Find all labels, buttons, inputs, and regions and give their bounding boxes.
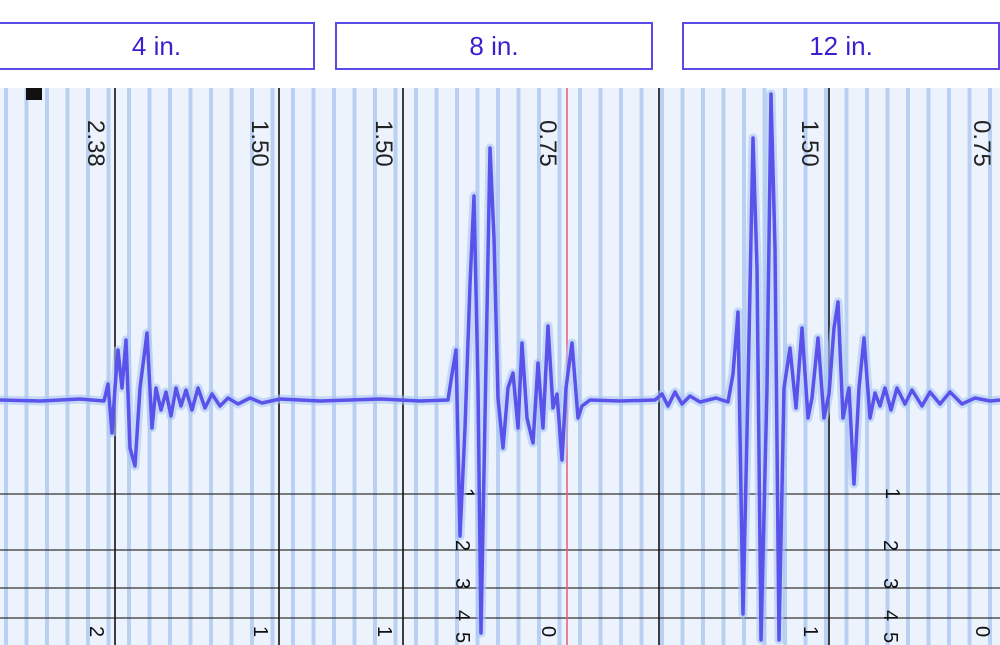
top-label: 1.50	[796, 120, 823, 167]
bottom-label: 0	[537, 626, 559, 637]
tab-4-inch[interactable]: 4 in.	[0, 22, 315, 70]
top-label: 2.38	[82, 120, 109, 167]
bottom-label: 1	[799, 626, 821, 637]
horizontal-grid	[0, 493, 1000, 619]
scale-label: 5	[879, 632, 901, 643]
bottom-labels: 2 1 1 0 1 0	[85, 626, 993, 637]
vertical-grid	[4, 88, 992, 645]
scale-label: 1	[881, 488, 903, 499]
scale-label: 5	[451, 632, 473, 643]
strip-chart-canvas: 2.38 1.50 1.50 0.75 1.50 0.75 2 1 1 0 1 …	[0, 88, 1000, 645]
bottom-label: 2	[85, 626, 107, 637]
top-label: 0.75	[534, 120, 561, 167]
scale-label: 2	[451, 540, 473, 551]
bottom-label: 0	[971, 626, 993, 637]
scale-label: 4	[451, 610, 473, 621]
waveform-trace	[0, 89, 1000, 645]
scale-label: 2	[879, 540, 901, 551]
strip-chart: 2.38 1.50 1.50 0.75 1.50 0.75 2 1 1 0 1 …	[0, 88, 1000, 645]
corner-marker	[26, 88, 42, 100]
top-label: 0.75	[968, 120, 995, 167]
top-label: 1.50	[370, 120, 397, 167]
waveform-line	[0, 92, 1000, 642]
bottom-label: 1	[249, 626, 271, 637]
top-labels: 2.38 1.50 1.50 0.75 1.50 0.75	[82, 120, 995, 167]
top-label: 1.50	[246, 120, 273, 167]
scale-label: 3	[451, 578, 473, 589]
bottom-label: 1	[373, 626, 395, 637]
tab-8-inch[interactable]: 8 in.	[335, 22, 653, 70]
scale-label: 4	[879, 610, 901, 621]
scale-label: 3	[879, 578, 901, 589]
scale-labels-right: 1 2 3 4 5	[879, 488, 903, 643]
tab-12-inch[interactable]: 12 in.	[682, 22, 1000, 70]
